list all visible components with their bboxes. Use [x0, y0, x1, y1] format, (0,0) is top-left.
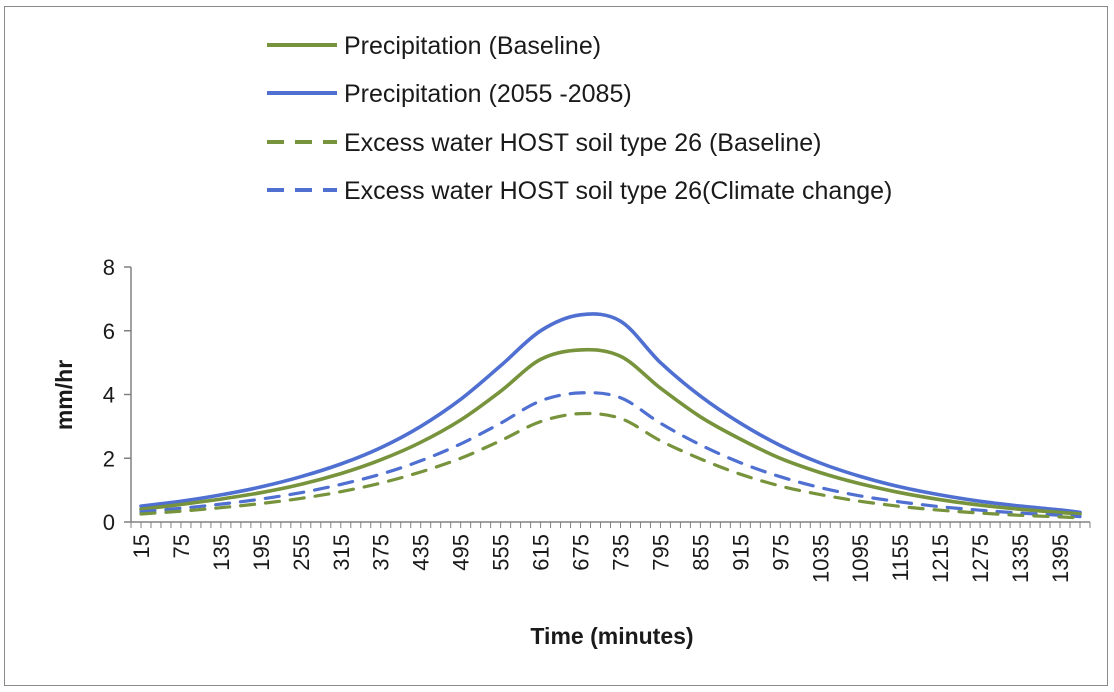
x-tick-label: 15: [129, 534, 154, 558]
y-tick-label: 0: [103, 510, 115, 535]
x-tick-label: 1095: [848, 534, 873, 583]
x-tick-label: 915: [728, 534, 753, 571]
x-tick-label: 435: [409, 534, 434, 571]
x-axis-title: Time (minutes): [530, 623, 693, 649]
x-tick-label: 615: [529, 534, 554, 571]
y-tick-label: 8: [103, 255, 115, 280]
x-tick-label: 495: [449, 534, 474, 571]
x-tick-label: 255: [289, 534, 314, 571]
x-tick-label: 855: [688, 534, 713, 571]
x-tick-label: 1035: [808, 534, 833, 583]
series-line-3: [139, 391, 1082, 519]
series-layer: [139, 312, 1082, 520]
x-tick-label: 1395: [1048, 534, 1073, 583]
y-tick-label: 4: [103, 383, 115, 408]
legend-label-2: Excess water HOST soil type 26 (Baseline…: [344, 129, 822, 157]
x-tick-label: 1215: [928, 534, 953, 583]
x-tick-label: 195: [249, 534, 274, 571]
legend-label-0: Precipitation (Baseline): [344, 32, 601, 60]
series-line-2: [139, 411, 1082, 520]
legend: Precipitation (Baseline) Precipitation (2…: [267, 32, 892, 205]
x-tick-label: 375: [369, 534, 394, 571]
chart-frame: [4, 6, 1108, 686]
y-axis-title: mm/hr: [51, 360, 77, 430]
legend-label-1: Precipitation (2055 -2085): [344, 80, 632, 108]
x-tick-label: 75: [169, 534, 194, 558]
y-tick-label: 6: [103, 319, 115, 344]
x-tick-label: 1155: [888, 534, 913, 581]
x-tick-label: 795: [648, 534, 673, 571]
series-line-0: [139, 347, 1082, 516]
x-tick-label: 555: [489, 534, 514, 571]
x-tick-label: 315: [329, 534, 354, 571]
y-tick-label: 2: [103, 446, 115, 471]
x-tick-label: 975: [768, 534, 793, 571]
x-tick-label: 735: [608, 534, 633, 571]
y-axis: 0 2 4 6 8: [103, 255, 132, 535]
x-tick-label: 675: [569, 534, 594, 571]
legend-label-3: Excess water HOST soil type 26(Climate c…: [344, 177, 892, 205]
series-line-1: [139, 312, 1082, 515]
x-tick-label: 1335: [1008, 534, 1033, 583]
x-tick-label: 1275: [968, 534, 993, 583]
x-tick-label: 135: [209, 534, 234, 571]
x-axis: 15 75 135 195 255 315 375 435 495 555 615 675 735 795…: [129, 521, 1091, 583]
